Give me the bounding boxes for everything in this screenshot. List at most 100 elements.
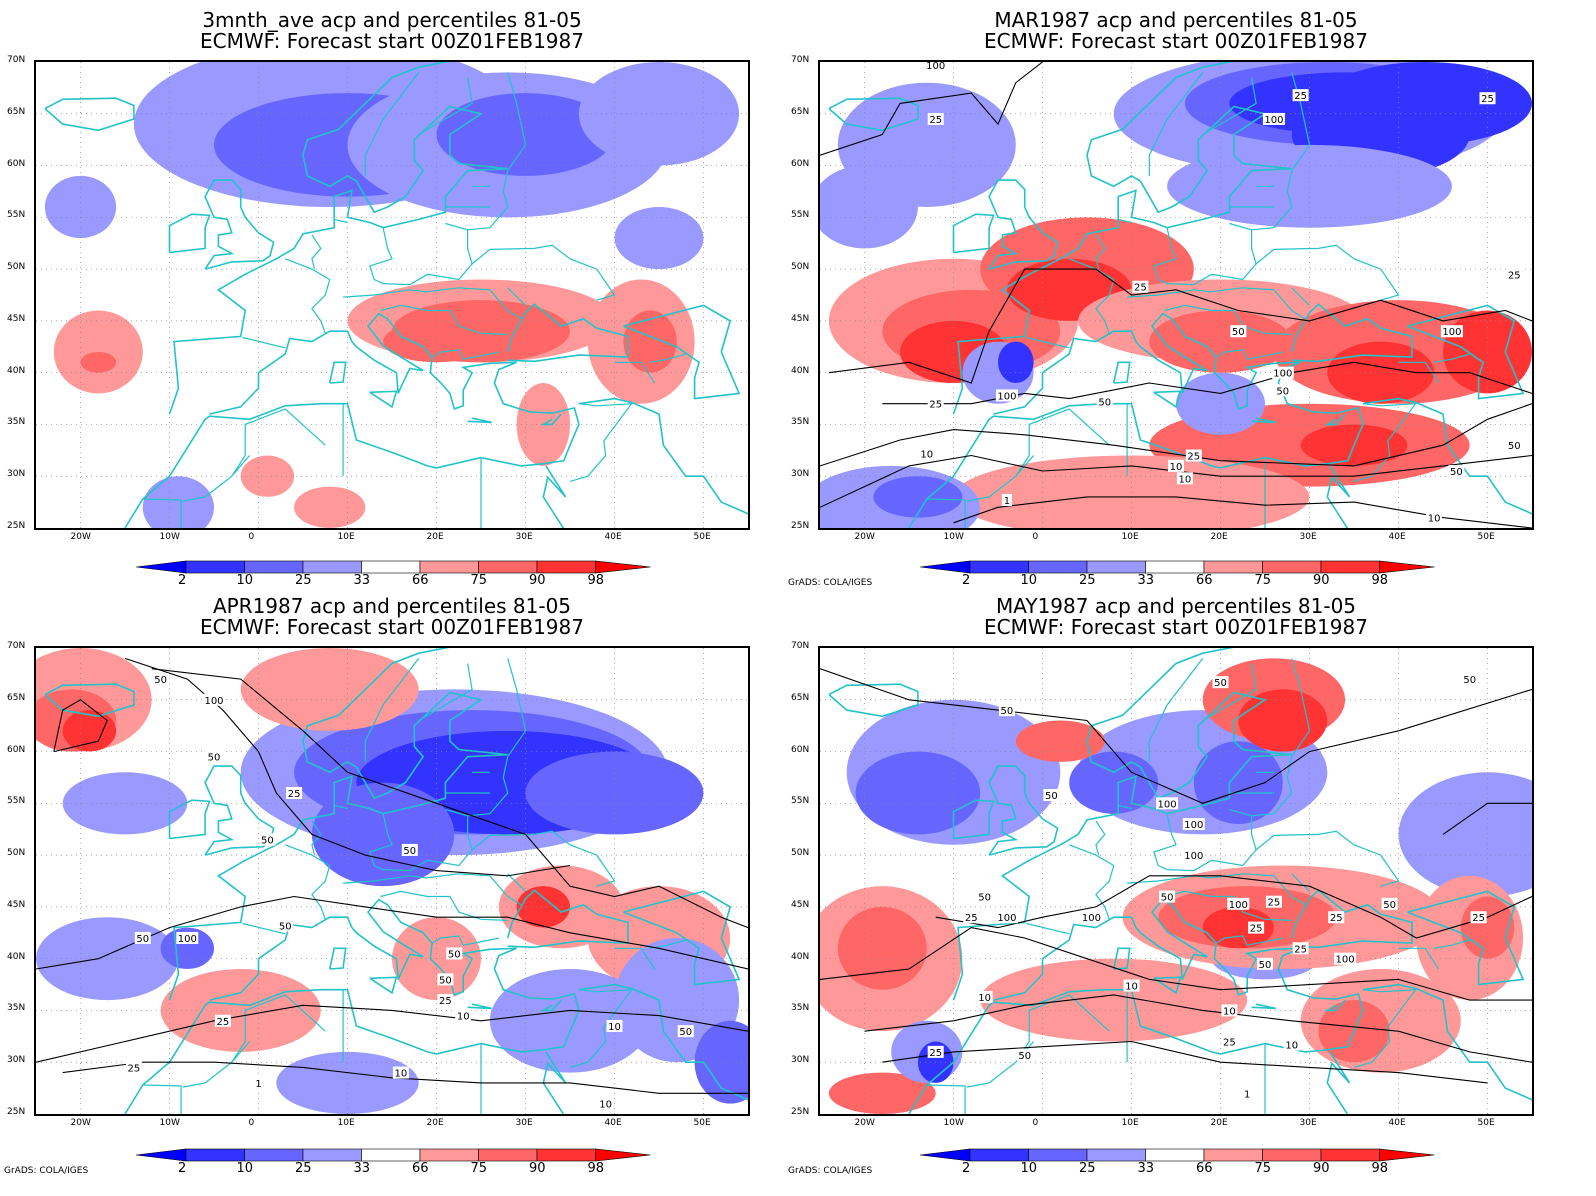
lat-tick-label: 35N [7, 417, 26, 428]
contour-label: 100 [204, 696, 223, 707]
contour-label-bg [1257, 957, 1273, 970]
colorbar-label: 90 [1313, 573, 1330, 588]
wet-anomaly-area [837, 906, 927, 990]
contour-label-bg [976, 890, 993, 903]
colorbar-label: 90 [529, 1161, 546, 1176]
country-border [380, 304, 508, 335]
contour-label: 1 [1244, 1089, 1250, 1100]
lat-tick-label: 60N [7, 744, 26, 755]
panel-title: MAY1987 acp and percentiles 81-05 [995, 594, 1357, 618]
contour-label-bg [1506, 268, 1523, 281]
coastline [1326, 1051, 1351, 1114]
contour-label-bg [392, 1066, 409, 1079]
country-border [142, 498, 182, 528]
lon-tick-label: 20E [1210, 532, 1228, 542]
coastline [44, 97, 135, 132]
dry-anomaly-area [44, 175, 117, 239]
contour-label: 50 [679, 1027, 692, 1038]
country-border [1251, 756, 1293, 817]
colorbar-segment [1320, 560, 1380, 574]
colorbar-segment [536, 1148, 596, 1162]
contour-label-bg [963, 911, 980, 924]
contour-label: 1 [1004, 496, 1010, 507]
lat-tick-label: 70N [7, 641, 26, 651]
coastline [124, 898, 580, 1114]
contour-label: 10 [1170, 462, 1183, 473]
country-border [1148, 72, 1204, 176]
coastline [1112, 361, 1131, 384]
contour-label: 10 [457, 1012, 470, 1023]
contour-label: 10 [978, 993, 991, 1004]
coastline [988, 179, 1059, 270]
contour-label: 25 [1187, 452, 1200, 463]
contour-label: 25 [1472, 913, 1485, 924]
colorbar-segment [1145, 1148, 1205, 1162]
wet-anomaly-area [240, 455, 295, 497]
lat-tick-label: 50N [791, 848, 810, 859]
contour-label-bg [203, 693, 225, 706]
contour-label: 100 [1184, 851, 1203, 862]
contour-label-bg [1132, 280, 1149, 293]
lon-tick-label: 20E [426, 532, 444, 542]
coastline [1290, 889, 1413, 949]
grads-credit: GrADS: COLA/IGES [4, 1166, 89, 1176]
colorbar-label: 75 [1254, 573, 1272, 588]
colorbar-arrow-left [136, 1148, 187, 1162]
lon-tick-label: 50E [1477, 532, 1495, 542]
contour-line [935, 875, 1532, 939]
lat-tick-label: 45N [791, 313, 810, 324]
colorbar-label: 75 [1254, 1161, 1272, 1176]
lat-tick-label: 25N [7, 521, 26, 531]
wet-anomaly-area [828, 1072, 936, 1114]
country-border [1291, 873, 1310, 892]
coastline [578, 397, 748, 515]
contour-label-bg [1043, 789, 1060, 802]
colorbar-segment [969, 560, 1029, 574]
coastline [952, 213, 995, 254]
contour-line [53, 699, 108, 753]
country-border [507, 72, 527, 172]
dry-anomaly-area [820, 165, 918, 249]
contour-label-bg [1182, 818, 1205, 831]
contour-label-bg [1159, 890, 1176, 903]
lat-tick-label: 50N [7, 848, 26, 859]
contour-label-bg [1426, 511, 1443, 524]
country-border [1291, 287, 1310, 306]
contour-label-bg [976, 990, 993, 1003]
colorbar-label: 66 [412, 573, 429, 588]
contour-label: 25 [1294, 944, 1307, 955]
coastline [952, 799, 995, 840]
country-border [1291, 658, 1311, 758]
dry-anomaly-area [1318, 62, 1532, 145]
lon-tick-label: 10E [1121, 1118, 1139, 1128]
contour-label-bg [1283, 1038, 1300, 1051]
colorbar [136, 560, 651, 574]
colorbar-segment [1203, 1148, 1263, 1162]
lat-tick-label: 55N [7, 210, 26, 221]
lat-tick-label: 65N [7, 106, 26, 117]
colorbar-label: 75 [470, 573, 488, 588]
wet-anomaly-area [516, 886, 570, 928]
country-border [471, 830, 616, 887]
lon-tick-label: 20E [426, 1118, 444, 1128]
contour-label-bg [286, 786, 303, 799]
dry-anomaly-area [578, 62, 740, 166]
colorbar-segment [244, 560, 304, 574]
contour-label-bg [214, 1014, 231, 1027]
colorbar-label: 98 [1371, 573, 1389, 588]
contour-label: 10 [608, 1022, 621, 1033]
contour-label: 50 [1276, 386, 1289, 397]
contour-label: 50 [1259, 960, 1272, 971]
lon-tick-label: 0 [1032, 532, 1039, 542]
colorbar-segment [1262, 1148, 1322, 1162]
country-border [1215, 349, 1283, 360]
country-border [431, 349, 499, 360]
contour-label-bg [1470, 911, 1487, 924]
contour-label-bg [1506, 439, 1523, 452]
contour-label-bg [995, 389, 1018, 402]
panel-title: APR1987 acp and percentiles 81-05 [212, 594, 572, 618]
lat-tick-label: 40N [7, 365, 26, 376]
coastline [467, 417, 492, 424]
dry-anomaly-area [160, 82, 232, 125]
country-border [1095, 234, 1106, 270]
